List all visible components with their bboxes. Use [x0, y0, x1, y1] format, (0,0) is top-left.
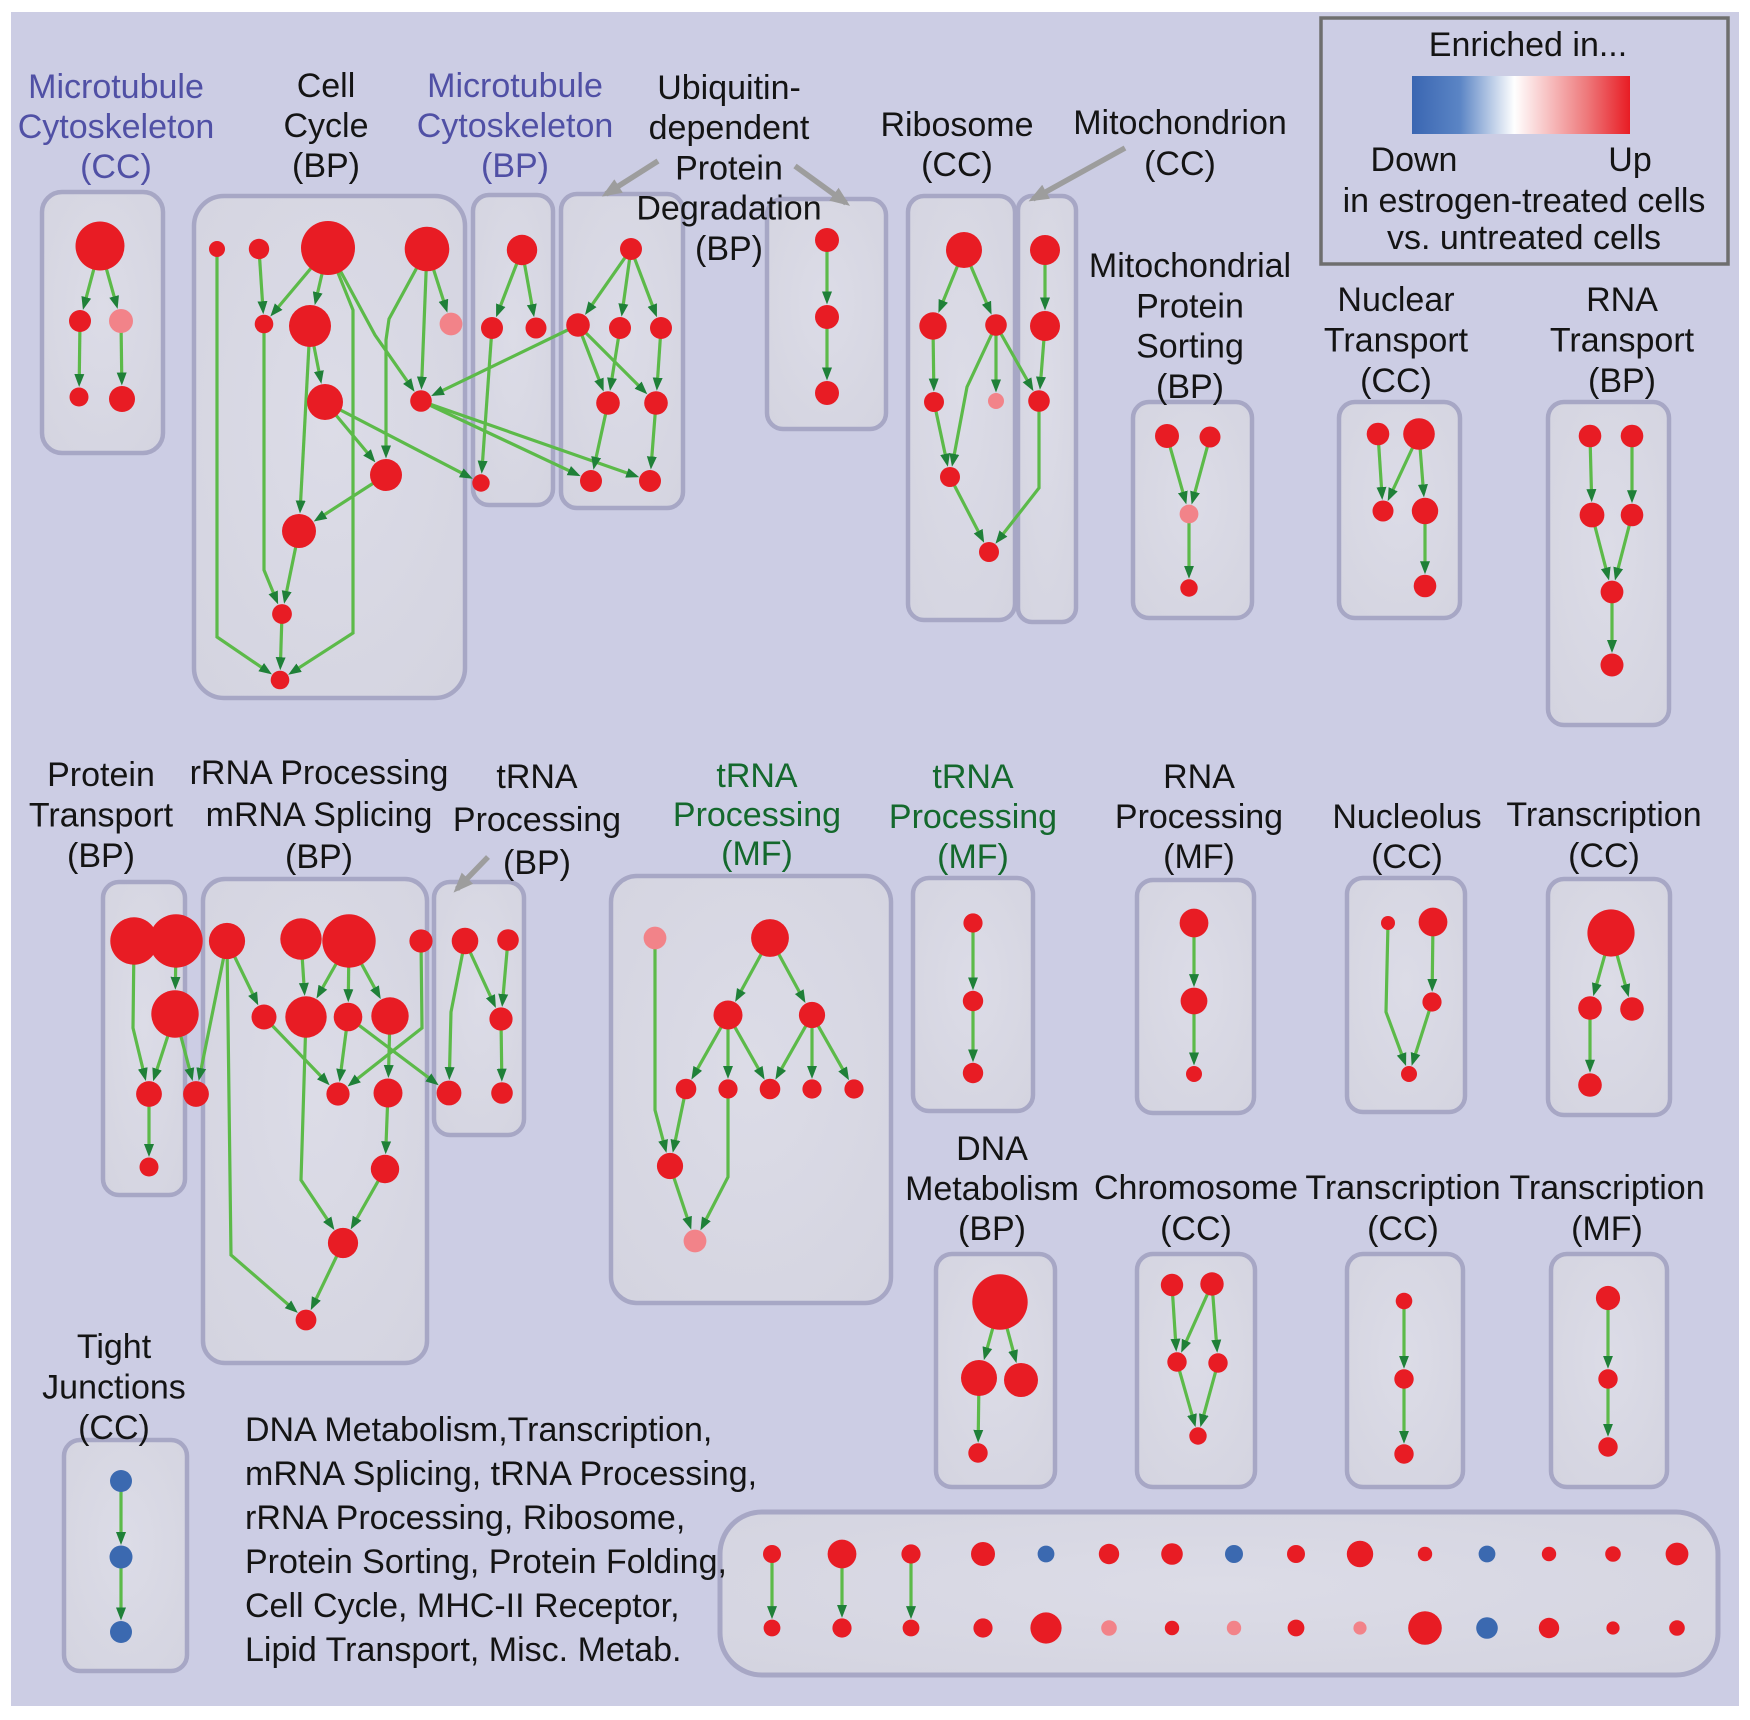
- svg-text:(BP): (BP): [67, 837, 135, 875]
- svg-text:(CC): (CC): [1144, 145, 1216, 183]
- svg-text:Sorting: Sorting: [1136, 328, 1244, 366]
- svg-text:(MF): (MF): [1571, 1210, 1643, 1248]
- svg-text:vs. untreated cells: vs. untreated cells: [1387, 219, 1661, 257]
- svg-text:Processing: Processing: [889, 798, 1057, 836]
- svg-text:Transport: Transport: [29, 797, 174, 835]
- svg-text:Transcription: Transcription: [1305, 1169, 1500, 1207]
- svg-text:Cell: Cell: [297, 67, 356, 105]
- svg-text:(CC): (CC): [80, 148, 152, 186]
- svg-text:Enriched in...: Enriched in...: [1429, 26, 1627, 64]
- svg-text:(BP): (BP): [1588, 362, 1656, 400]
- svg-text:Cytoskeleton: Cytoskeleton: [417, 107, 614, 145]
- svg-text:tRNA: tRNA: [716, 757, 798, 795]
- svg-text:dependent: dependent: [649, 109, 810, 147]
- svg-text:mRNA Splicing, tRNA Processing: mRNA Splicing, tRNA Processing,: [245, 1455, 757, 1493]
- svg-text:DNA Metabolism,Transcription,: DNA Metabolism,Transcription,: [245, 1411, 712, 1449]
- svg-text:rRNA Processing, Ribosome,: rRNA Processing, Ribosome,: [245, 1499, 685, 1537]
- svg-text:Protein: Protein: [1136, 287, 1244, 325]
- svg-text:Microtubule: Microtubule: [28, 68, 204, 106]
- svg-text:Protein: Protein: [47, 756, 155, 794]
- svg-text:(BP): (BP): [481, 147, 549, 185]
- svg-text:RNA: RNA: [1586, 281, 1658, 319]
- svg-text:Ubiquitin-: Ubiquitin-: [657, 69, 801, 107]
- svg-text:Transport: Transport: [1324, 322, 1469, 360]
- svg-text:(BP): (BP): [292, 147, 360, 185]
- svg-text:Lipid Transport, Misc. Metab.: Lipid Transport, Misc. Metab.: [245, 1631, 682, 1669]
- svg-text:(BP): (BP): [1156, 368, 1224, 406]
- svg-text:in estrogen-treated cells: in estrogen-treated cells: [1343, 182, 1706, 220]
- svg-text:Mitochondrion: Mitochondrion: [1073, 104, 1287, 142]
- svg-text:Transport: Transport: [1550, 322, 1695, 360]
- svg-text:Protein: Protein: [675, 149, 783, 187]
- svg-text:Processing: Processing: [453, 801, 621, 839]
- svg-text:Microtubule: Microtubule: [427, 67, 603, 105]
- svg-text:Transcription: Transcription: [1506, 796, 1701, 834]
- svg-text:Cytoskeleton: Cytoskeleton: [18, 108, 215, 146]
- svg-text:Down: Down: [1371, 141, 1458, 179]
- svg-text:Transcription: Transcription: [1509, 1169, 1704, 1207]
- svg-text:Cell Cycle, MHC-II Receptor,: Cell Cycle, MHC-II Receptor,: [245, 1587, 680, 1625]
- svg-text:Degradation: Degradation: [636, 190, 821, 228]
- svg-text:rRNA Processing: rRNA Processing: [190, 754, 449, 792]
- svg-text:(MF): (MF): [721, 835, 793, 873]
- svg-text:(CC): (CC): [1371, 838, 1443, 876]
- svg-text:(MF): (MF): [1163, 838, 1235, 876]
- svg-text:(CC): (CC): [1367, 1210, 1439, 1248]
- svg-text:(BP): (BP): [503, 844, 571, 882]
- svg-text:(CC): (CC): [78, 1409, 150, 1447]
- svg-text:RNA: RNA: [1163, 758, 1235, 796]
- svg-text:Nucleolus: Nucleolus: [1332, 798, 1481, 836]
- svg-text:Cycle: Cycle: [283, 107, 368, 145]
- svg-text:Chromosome: Chromosome: [1094, 1169, 1298, 1207]
- svg-text:DNA: DNA: [956, 1130, 1028, 1168]
- svg-text:Ribosome: Ribosome: [880, 106, 1033, 144]
- svg-text:(BP): (BP): [695, 230, 763, 268]
- svg-text:Metabolism: Metabolism: [905, 1170, 1079, 1208]
- svg-text:Processing: Processing: [1115, 798, 1283, 836]
- svg-text:Nuclear: Nuclear: [1337, 281, 1454, 319]
- svg-text:Protein Sorting, Protein Foldi: Protein Sorting, Protein Folding,: [245, 1543, 727, 1581]
- svg-text:(MF): (MF): [937, 838, 1009, 876]
- svg-text:Mitochondrial: Mitochondrial: [1089, 247, 1291, 285]
- svg-text:(CC): (CC): [1568, 837, 1640, 875]
- svg-text:mRNA Splicing: mRNA Splicing: [206, 796, 433, 834]
- svg-text:Junctions: Junctions: [42, 1369, 186, 1407]
- svg-text:Tight: Tight: [77, 1328, 152, 1366]
- svg-text:(CC): (CC): [1160, 1210, 1232, 1248]
- svg-text:(BP): (BP): [285, 838, 353, 876]
- svg-text:(CC): (CC): [1360, 362, 1432, 400]
- svg-text:Processing: Processing: [673, 796, 841, 834]
- svg-text:Up: Up: [1608, 141, 1651, 179]
- svg-text:tRNA: tRNA: [496, 758, 578, 796]
- svg-text:(BP): (BP): [958, 1210, 1026, 1248]
- svg-text:tRNA: tRNA: [932, 758, 1014, 796]
- svg-text:(CC): (CC): [921, 146, 993, 184]
